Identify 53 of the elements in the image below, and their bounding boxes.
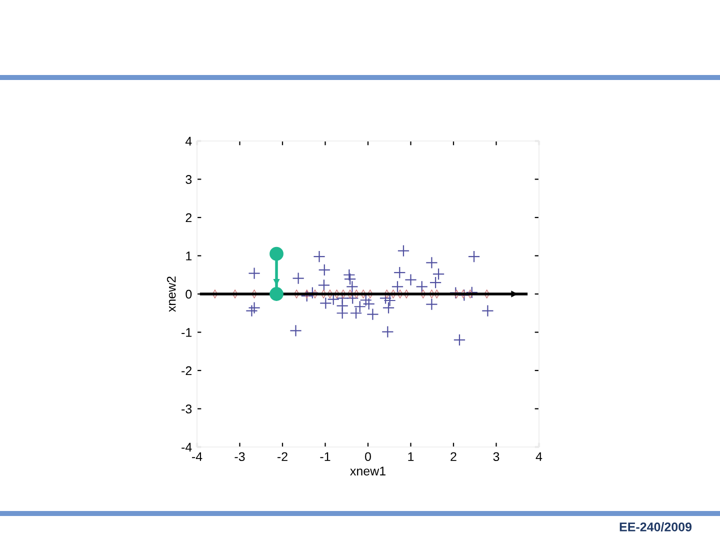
y-tick-label: -1 xyxy=(182,328,192,337)
point xyxy=(426,256,438,269)
point xyxy=(468,250,480,263)
point xyxy=(292,272,304,284)
point xyxy=(429,276,442,289)
y-tick-label: 0 xyxy=(186,290,192,299)
y-tick-label: 2 xyxy=(186,213,192,222)
point xyxy=(336,307,348,320)
x-tick-label: -3 xyxy=(234,452,245,462)
point xyxy=(343,268,356,281)
point xyxy=(416,280,428,293)
y-axis-title: xnew2 xyxy=(166,276,176,312)
point xyxy=(270,246,284,261)
point xyxy=(482,304,494,317)
point xyxy=(391,280,404,293)
point xyxy=(382,302,395,314)
point xyxy=(404,274,417,286)
point xyxy=(290,324,302,337)
x-tick-label: 3 xyxy=(493,452,500,462)
y-tick-label: -2 xyxy=(182,366,192,376)
point xyxy=(318,279,330,292)
x-axis-title: xnew1 xyxy=(350,466,386,476)
point xyxy=(397,244,410,257)
point xyxy=(270,287,284,301)
point xyxy=(318,264,331,276)
point xyxy=(366,308,379,320)
y-tick-label: -4 xyxy=(182,442,192,452)
point xyxy=(466,286,478,299)
y-tick-label: 4 xyxy=(185,136,192,146)
y-tick-label: 3 xyxy=(186,175,192,184)
point xyxy=(344,272,356,286)
x-tick-label: 2 xyxy=(450,452,456,461)
point xyxy=(382,326,394,338)
x-tick-label: -1 xyxy=(320,452,330,461)
x-tick-label: 1 xyxy=(408,452,414,461)
point xyxy=(248,267,260,280)
text: EE-240/2009 xyxy=(620,522,692,532)
point xyxy=(384,294,396,307)
point xyxy=(394,266,406,279)
point xyxy=(313,250,326,263)
y-tick-label: 1 xyxy=(186,252,192,260)
x-tick-label: 0 xyxy=(365,452,371,462)
x-tick-label: -4 xyxy=(192,452,202,461)
point xyxy=(246,304,258,317)
x-tick-label: 4 xyxy=(536,452,542,461)
point xyxy=(426,298,438,310)
x-tick-label: -2 xyxy=(278,452,288,461)
point xyxy=(362,298,375,310)
point xyxy=(248,302,260,314)
point xyxy=(432,268,445,280)
point xyxy=(453,334,466,346)
y-tick-label: -3 xyxy=(182,404,192,414)
point xyxy=(346,280,358,293)
